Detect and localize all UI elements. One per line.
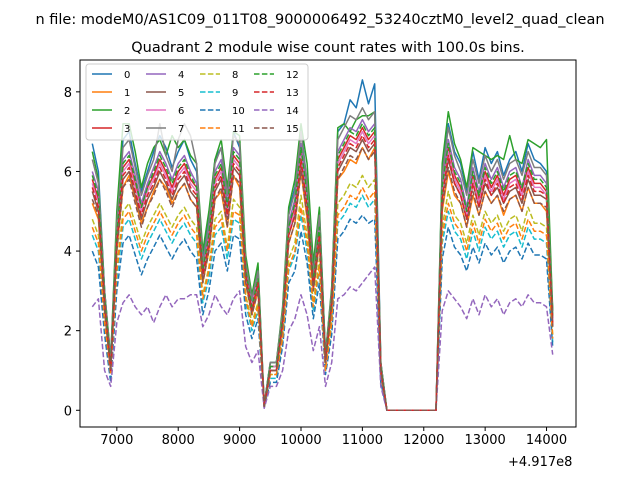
legend-label-9: 9 — [232, 88, 238, 99]
legend-label-3: 3 — [124, 124, 130, 135]
legend-label-10: 10 — [232, 106, 245, 117]
legend-label-0: 0 — [124, 70, 130, 81]
x-tick-label: 9000 — [223, 433, 256, 448]
y-tick-label: 4 — [64, 245, 72, 260]
x-tick-label: 13000 — [464, 433, 505, 448]
legend-label-4: 4 — [178, 70, 184, 81]
y-axis: 0 2 4 6 8 — [64, 86, 80, 419]
legend-label-15: 15 — [286, 124, 299, 135]
x-tick-label: 11000 — [342, 433, 383, 448]
x-offset-label: +4.917e8 — [508, 455, 572, 470]
legend-box — [85, 63, 309, 141]
legend-label-1: 1 — [124, 88, 130, 99]
series-line-14 — [91, 266, 554, 412]
x-tick-label: 8000 — [162, 433, 195, 448]
x-tick-label: 12000 — [403, 433, 444, 448]
x-axis: 7000 8000 9000 10000 11000 12000 13000 14000 — [100, 427, 567, 448]
x-tick-label: 10000 — [280, 433, 321, 448]
legend-label-2: 2 — [124, 106, 130, 117]
plot-lines — [91, 79, 554, 412]
legend-label-12: 12 — [286, 70, 299, 81]
legend-label-14: 14 — [286, 106, 299, 117]
legend-label-8: 8 — [232, 70, 238, 81]
figure-suptitle: n file: modeM0/AS1C09_011T08_9000006492_… — [35, 12, 604, 28]
x-tick-label: 7000 — [100, 433, 133, 448]
y-tick-label: 2 — [64, 325, 72, 340]
y-tick-label: 8 — [64, 86, 72, 101]
series-line-13 — [91, 134, 554, 412]
y-tick-label: 6 — [64, 165, 72, 180]
legend-label-5: 5 — [178, 88, 184, 99]
x-tick-label: 14000 — [526, 433, 567, 448]
axes-frame — [79, 59, 577, 428]
legend-label-6: 6 — [178, 106, 184, 117]
y-tick-label: 0 — [64, 404, 72, 419]
legend-label-11: 11 — [232, 124, 245, 135]
legend-label-7: 7 — [178, 124, 184, 135]
legend-label-13: 13 — [286, 88, 299, 99]
chart-title: Quadrant 2 module wise count rates with … — [131, 40, 525, 56]
series-line-11 — [91, 186, 554, 412]
